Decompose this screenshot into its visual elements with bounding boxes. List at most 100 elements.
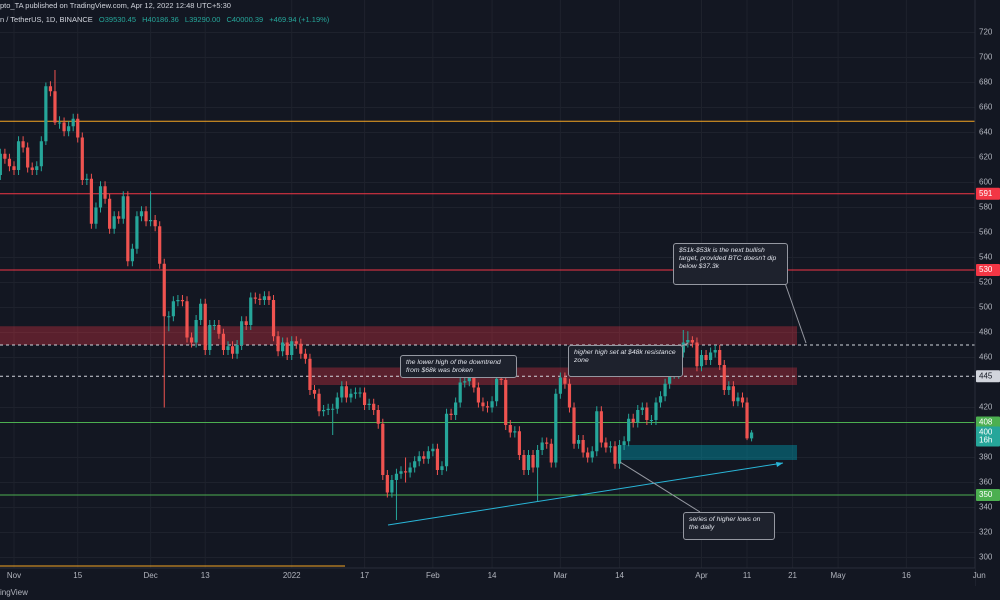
- x-tick-label: Apr: [695, 571, 708, 580]
- candle-body: [226, 346, 230, 350]
- candle-body: [727, 386, 731, 390]
- candle-body: [649, 420, 654, 421]
- candle-body: [695, 342, 699, 367]
- candle-body: [112, 216, 116, 229]
- candle-body: [76, 118, 80, 138]
- candle-body: [709, 352, 713, 360]
- candle-body: [12, 166, 16, 170]
- y-tick-label: 560: [979, 228, 993, 237]
- candle-body: [290, 341, 294, 355]
- y-tick-label: 300: [979, 553, 993, 562]
- footer: ingView: [0, 586, 1000, 600]
- candle-body: [408, 467, 412, 473]
- candle-body: [449, 413, 453, 415]
- annotation: higher high set at $48k resistance zone: [568, 345, 683, 377]
- candle-body: [253, 297, 257, 299]
- candle-body: [472, 375, 476, 388]
- candle-body: [230, 346, 235, 354]
- candle-body: [271, 300, 276, 337]
- candle-body: [567, 383, 572, 408]
- candle-body: [180, 300, 185, 302]
- candle-body: [144, 211, 148, 222]
- candle-body: [158, 226, 162, 264]
- candle-body: [331, 408, 335, 410]
- x-tick-label: May: [831, 571, 846, 580]
- candle-body: [663, 383, 667, 397]
- candle-body: [39, 141, 43, 167]
- candle-body: [16, 141, 21, 170]
- candle-body: [558, 377, 562, 394]
- candle-body: [499, 378, 503, 380]
- candle-body: [440, 466, 444, 470]
- annotation-pointer: [784, 282, 807, 344]
- level-tag-label: 408: [979, 418, 993, 427]
- candle-body: [745, 402, 749, 439]
- candle-body: [135, 216, 139, 249]
- level-tag-label: 445: [979, 371, 993, 380]
- candle-body: [454, 402, 458, 415]
- level-tag: [976, 416, 1000, 429]
- candle-body: [435, 448, 440, 470]
- candle-body: [167, 316, 171, 318]
- level-tag: [976, 370, 1000, 383]
- y-tick-label: 340: [979, 503, 993, 512]
- candle-body: [376, 410, 380, 424]
- candle-body: [704, 355, 708, 360]
- x-tick-label: 21: [788, 571, 797, 580]
- candle-body: [326, 408, 330, 410]
- y-tick-label: 600: [979, 178, 993, 187]
- candle-body: [217, 325, 221, 334]
- candle-body: [203, 303, 207, 350]
- annotation: the lower high of the downtrend from $68…: [400, 355, 517, 378]
- candle-body: [458, 382, 462, 403]
- candle-body: [545, 442, 549, 444]
- candle-body: [117, 216, 121, 219]
- y-tick-label: 520: [979, 278, 993, 287]
- y-tick-label: 540: [979, 253, 993, 262]
- candle-body: [53, 91, 57, 123]
- candle-body: [308, 358, 312, 390]
- candle-body: [148, 220, 153, 222]
- candle-body: [713, 350, 717, 353]
- candle-body: [599, 411, 603, 443]
- candle-body: [413, 461, 417, 468]
- trend-line: [387, 462, 784, 526]
- y-tick-label: 380: [979, 453, 993, 462]
- ohlc-value: H40186.36: [142, 15, 179, 24]
- candle-body: [422, 456, 426, 459]
- candle-body: [108, 198, 112, 229]
- candle-body: [48, 86, 53, 92]
- x-tick-label: Dec: [143, 571, 157, 580]
- x-tick-label: Mar: [553, 571, 567, 580]
- candle-body: [267, 296, 271, 300]
- candle-body: [189, 337, 194, 343]
- candle-body: [549, 443, 553, 463]
- candle-body: [481, 402, 485, 407]
- candle-body: [249, 297, 253, 325]
- candle-body: [153, 220, 157, 227]
- candle-body: [690, 340, 694, 343]
- candle-body: [426, 451, 430, 459]
- candle-body: [668, 373, 672, 384]
- candle-body: [504, 380, 508, 425]
- x-tick-label: 2022: [283, 571, 301, 580]
- layer: [0, 0, 980, 568]
- trend-arrow: [776, 462, 783, 467]
- candle-body: [285, 342, 289, 355]
- candle-body: [531, 455, 535, 468]
- candle-body: [686, 340, 690, 343]
- candle-body: [212, 325, 216, 326]
- level-tag: [976, 264, 1000, 276]
- x-tick-label: 14: [615, 571, 624, 580]
- candle-body: [121, 196, 125, 219]
- symbol-row: n / TetherUS, 1D, BINANCE O39530.45 H401…: [0, 15, 333, 24]
- candle-body: [403, 471, 408, 473]
- annotation: $51k-$53k is the next bullish target, pr…: [673, 243, 788, 285]
- candle-body: [281, 342, 285, 352]
- candle-body: [627, 418, 631, 442]
- candle-body: [244, 321, 248, 325]
- candle-body: [476, 387, 481, 403]
- candle-body: [467, 375, 471, 382]
- candle-body: [485, 406, 490, 408]
